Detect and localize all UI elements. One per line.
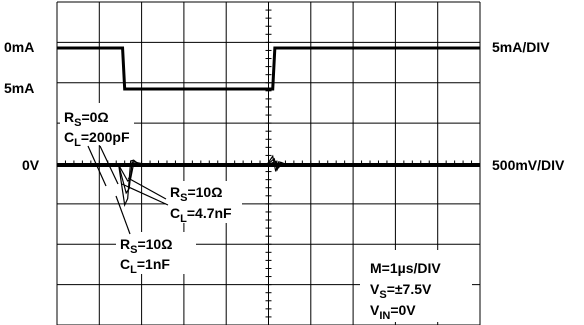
current-trace bbox=[57, 46, 480, 91]
label-0ma: 0mA bbox=[4, 39, 34, 55]
annotation-rs10-cl4-7nf: RS=10Ω CL=4.7nF bbox=[166, 181, 242, 225]
label-5ma: 5mA bbox=[4, 80, 34, 96]
label-0v: 0V bbox=[22, 157, 40, 173]
svg-text:CL=4.7nF: CL=4.7nF bbox=[170, 205, 232, 225]
timebase-label: M=1µs/DIV bbox=[370, 260, 441, 276]
graticule bbox=[56, 1, 481, 325]
annotation-pointers bbox=[87, 145, 169, 235]
waveform-traces bbox=[57, 46, 480, 208]
conditions-block: M=1µs/DIV VS=±7.5V VIN=0V bbox=[360, 250, 472, 322]
annotation-rs10-cl1nf: RS=10Ω CL=1nF bbox=[116, 232, 196, 276]
label-voltage-scale: 500mV/DIV bbox=[492, 157, 565, 173]
voltage-ringing-1 bbox=[266, 160, 301, 169]
supply-label: VS=±7.5V bbox=[370, 281, 432, 301]
svg-text:CL=200pF: CL=200pF bbox=[64, 129, 130, 149]
svg-text:RS=10Ω: RS=10Ω bbox=[120, 236, 172, 256]
svg-text:RS=10Ω: RS=10Ω bbox=[170, 184, 222, 204]
svg-text:CL=1nF: CL=1nF bbox=[120, 256, 170, 276]
label-current-scale: 5mA/DIV bbox=[492, 39, 550, 55]
annotation-rs0-cl200pf: RS=0Ω CL=200pF bbox=[60, 103, 134, 149]
input-label: VIN=0V bbox=[370, 302, 416, 322]
voltage-ringing-0 bbox=[118, 162, 153, 182]
svg-text:RS=0Ω: RS=0Ω bbox=[64, 109, 109, 129]
